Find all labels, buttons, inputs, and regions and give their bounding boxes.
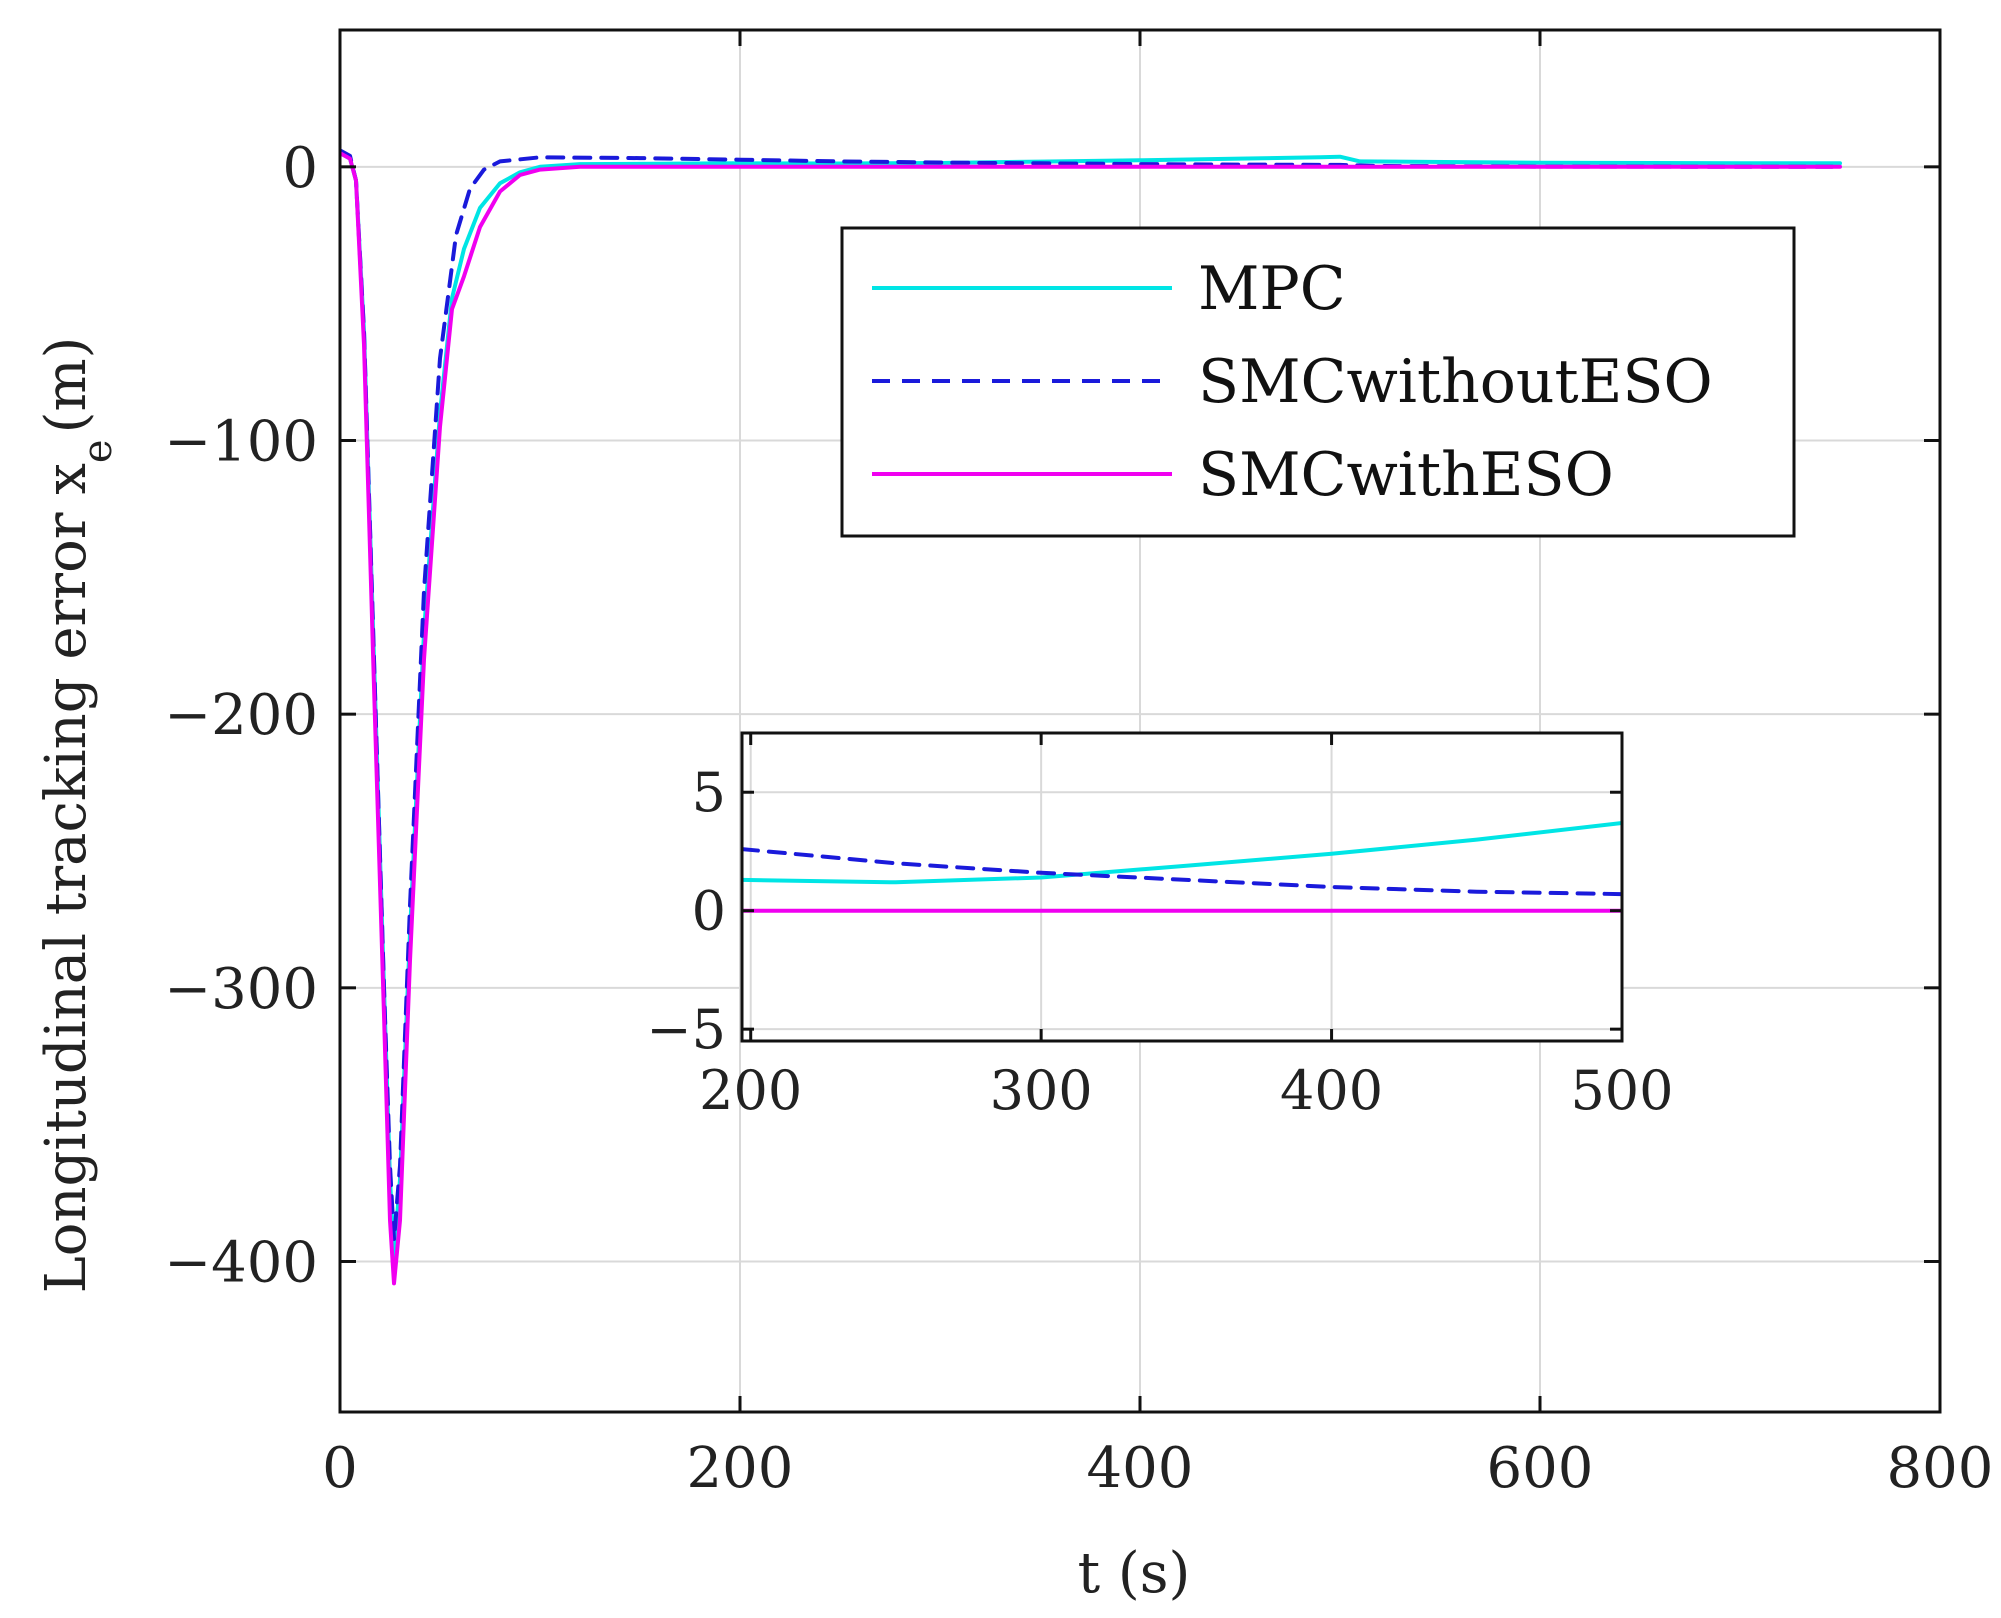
main-x-tick-label: 0 xyxy=(322,1436,358,1501)
inset-x-tick-label: 200 xyxy=(699,1059,802,1122)
y-axis-label-main: Longitudinal tracking error x xyxy=(34,463,99,1293)
inset-x-tick-label: 500 xyxy=(1570,1059,1673,1122)
main-series xyxy=(340,148,1842,1286)
inset-series-mpc xyxy=(742,821,1622,885)
inset-axes-frame xyxy=(740,731,1624,1043)
y-axis-label-unit: (m) xyxy=(34,337,99,434)
inset-y-tick-label: 0 xyxy=(692,880,726,943)
main-y-tick-label: −200 xyxy=(164,683,318,748)
main-series-smcwitheso xyxy=(340,151,1842,1286)
main-x-tick-labels: 0 200 400 600 800 xyxy=(322,1436,1993,1501)
main-x-tick-label: 200 xyxy=(687,1436,794,1501)
main-y-tick-label: −300 xyxy=(164,957,318,1022)
inset-background xyxy=(742,733,1622,1041)
x-axis-label: t (s) xyxy=(1078,1541,1191,1606)
main-y-tick-label: 0 xyxy=(282,136,318,201)
legend-label-mpc: MPC xyxy=(1198,254,1346,324)
main-x-tick-label: 600 xyxy=(1487,1436,1594,1501)
main-x-tick-label: 400 xyxy=(1087,1436,1194,1501)
main-x-tick-label: 800 xyxy=(1887,1436,1994,1501)
legend: MPC SMCwithoutESO SMCwithESO xyxy=(840,226,1796,538)
main-ticks xyxy=(338,30,1942,1412)
main-y-tick-label: −100 xyxy=(164,409,318,474)
main-y-tick-label: −400 xyxy=(164,1230,318,1295)
y-axis-label-subscript: e xyxy=(75,439,121,463)
legend-label-smc-with-eso: SMCwithESO xyxy=(1198,440,1614,510)
inset-series-smcwithouteso xyxy=(742,847,1622,897)
inset-ticks xyxy=(742,733,1624,1041)
y-axis-label: Longitudinal tracking error xe (m) xyxy=(34,337,121,1294)
legend-label-smc-without-eso: SMCwithoutESO xyxy=(1198,347,1713,417)
inset-series xyxy=(742,821,1622,913)
inset-y-tick-label: −5 xyxy=(646,998,726,1061)
inset-y-tick-labels: −5 0 5 xyxy=(646,761,726,1061)
inset-x-tick-label: 300 xyxy=(990,1059,1093,1122)
inset-x-tick-label: 400 xyxy=(1280,1059,1383,1122)
inset-y-tick-label: 5 xyxy=(692,761,726,824)
inset-x-tick-labels: 200 300 400 500 xyxy=(699,1059,1673,1122)
main-y-tick-labels: −400 −300 −200 −100 0 xyxy=(164,136,318,1296)
